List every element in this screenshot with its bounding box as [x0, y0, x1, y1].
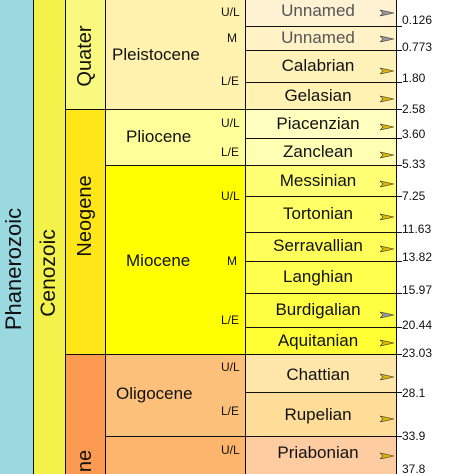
stage-cell — [245, 0, 397, 27]
miocene-middle-sub: M — [227, 254, 237, 268]
stage-name-zanclean: Zanclean — [283, 142, 353, 161]
oligocene-upper-sub: U/L — [221, 360, 240, 374]
pleistocene-label: Pleistocene — [112, 45, 200, 64]
boundary-tick — [396, 354, 402, 355]
stage-cell — [245, 82, 397, 110]
stage-name-aquitanian: Aquitanian — [277, 331, 359, 350]
oligocene-lower-sub: L/E — [221, 404, 240, 418]
age-label: 1.80 — [402, 71, 426, 85]
age-label: 37.8 — [402, 462, 426, 474]
paleogene-label: ne — [74, 449, 96, 473]
pliocene-cell — [105, 109, 265, 166]
stage-name-gelasian: Gelasian — [284, 86, 352, 105]
miocene-cell — [105, 165, 265, 355]
boundary-tick — [396, 109, 402, 110]
gssp-spike-icon — [380, 311, 394, 319]
boundary-tick — [396, 436, 402, 437]
pleistocene-upper-sub: U/L — [221, 5, 240, 19]
gssp-spike-icon — [380, 95, 394, 103]
pliocene-upper-sub: U/L — [221, 116, 240, 130]
boundary-tick — [396, 392, 402, 393]
gssp-spike-icon — [380, 151, 394, 159]
gssp-spike-icon — [380, 452, 394, 460]
gssp-spike-icon — [380, 245, 394, 253]
stage-name-calabrian: Calabrian — [281, 56, 355, 75]
miocene-label: Miocene — [126, 251, 191, 270]
gssp-spike-icon — [380, 415, 394, 423]
boundary-tick — [396, 165, 402, 166]
pleistocene-middle-sub: M — [227, 31, 237, 45]
age-label: 7.25 — [402, 189, 426, 203]
boundary-tick — [396, 50, 402, 51]
boundary-tick — [396, 82, 402, 83]
stage-name-burdigalian: Burdigalian — [275, 300, 361, 319]
gssp-spike-icon — [380, 180, 394, 188]
stage-name-priabonian: Priabonian — [277, 443, 359, 462]
stage-cell — [245, 50, 397, 83]
age-label: 5.33 — [402, 157, 426, 171]
age-label: 23.03 — [402, 346, 433, 360]
stage-name-piacenzian: Piacenzian — [276, 114, 360, 133]
paleogene-cell — [65, 354, 106, 474]
gssp-spike-icon — [380, 123, 394, 131]
boundary-tick — [396, 261, 402, 262]
stage-cell — [245, 436, 397, 474]
gssp-spike-icon — [380, 373, 394, 381]
stage-name-chattian: Chattian — [286, 365, 350, 384]
eocene-upper-sub: U/L — [221, 443, 240, 457]
age-label: 11.63 — [402, 222, 432, 236]
stage-name-messinian: Messinian — [279, 171, 357, 190]
age-label: 33.9 — [402, 429, 426, 443]
age-label: 20.44 — [402, 318, 433, 332]
age-label: 0.126 — [402, 13, 433, 27]
age-label: 2.58 — [402, 102, 426, 116]
neogene-label: Neogene — [74, 175, 96, 257]
stage-name-unnamed-middle: Unnamed — [281, 28, 355, 47]
pliocene-lower-sub: L/E — [221, 145, 240, 159]
stage-cell — [245, 26, 397, 51]
pliocene-label: Pliocene — [126, 127, 192, 146]
quaternary-label: Quater — [74, 25, 96, 87]
stage-cell — [245, 165, 397, 197]
gssp-spike-icon — [380, 213, 394, 221]
boundary-tick — [396, 293, 402, 294]
phanerozoic-label: Phanerozoic — [1, 207, 26, 331]
boundary-tick — [396, 138, 402, 139]
gssp-spike-icon — [380, 9, 394, 17]
age-label: 0.773 — [402, 40, 433, 54]
age-label: 15.97 — [402, 283, 433, 297]
stage-cell — [245, 138, 397, 166]
stage-cell — [245, 261, 397, 294]
oligocene-cell — [105, 354, 265, 437]
cenozoic-label: Cenozoic — [37, 229, 60, 317]
boundary-tick — [396, 26, 402, 27]
stage-name-rupelian: Rupelian — [284, 405, 352, 424]
gssp-spike-icon — [380, 67, 394, 75]
age-label: 3.60 — [402, 127, 426, 141]
gssp-spike-icon — [380, 35, 394, 43]
stage-name-serravallian: Serravallian — [273, 236, 363, 255]
boundary-tick — [396, 232, 402, 233]
oligocene-label: Oligocene — [116, 384, 193, 403]
pleistocene-lower-sub: L/E — [221, 74, 240, 88]
eocene-cell — [105, 436, 265, 474]
age-label: 28.1 — [402, 386, 426, 400]
stage-name-langhian: Langhian — [283, 267, 353, 286]
miocene-lower-sub: L/E — [221, 313, 240, 327]
neogene-cell — [65, 109, 106, 355]
stage-name-tortonian: Tortonian — [283, 204, 353, 223]
boundary-tick — [396, 327, 402, 328]
age-label: 13.82 — [402, 250, 433, 264]
stage-name-unnamed-upper: Unnamed — [281, 1, 355, 20]
miocene-upper-sub: U/L — [221, 189, 240, 203]
gssp-spike-icon — [380, 339, 394, 347]
boundary-tick — [396, 196, 402, 197]
cenozoic-column — [33, 0, 66, 474]
